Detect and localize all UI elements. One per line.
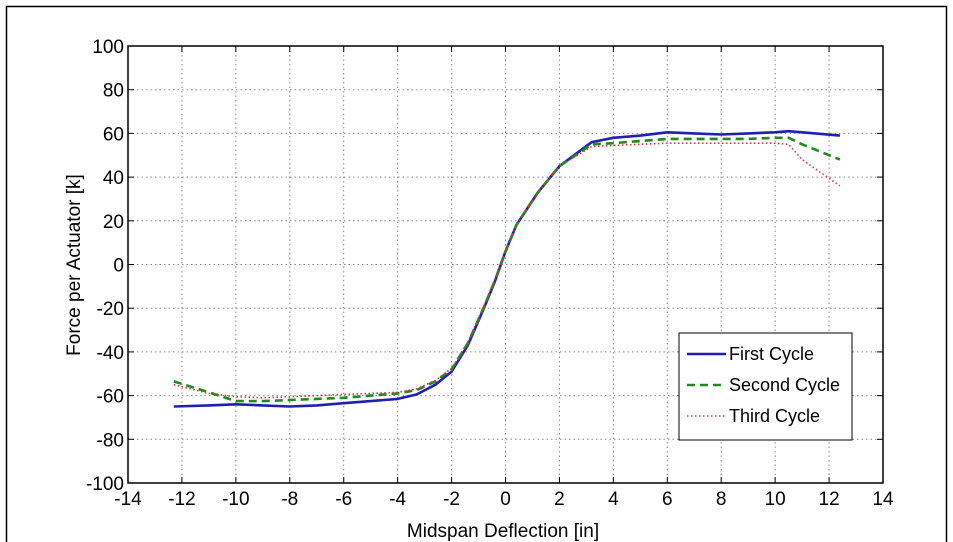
y-tick-label: 0 [113,256,124,277]
axis-ticks [127,45,884,484]
x-axis-label: Midspan Deflection [in] [407,521,599,542]
y-tick-label: 20 [103,212,124,233]
grid-lines [128,46,883,483]
series-line-1 [173,129,841,408]
y-tick-label: 60 [103,124,124,145]
x-tick-label: -14 [114,489,142,510]
x-tick-label: -2 [443,489,460,510]
y-tick-label: -40 [97,343,124,364]
y-tick-label: 80 [103,81,124,102]
legend-box [678,332,853,441]
series-line-2 [173,136,841,403]
x-tick-label: -4 [389,489,406,510]
x-tick-label: 12 [819,489,840,510]
legend-label-1: First Cycle [729,344,814,364]
y-tick-label: -20 [97,299,124,320]
x-tick-label: -10 [222,489,249,510]
x-tick-label: 8 [716,489,727,510]
legend-label-3: Third Cycle [729,406,820,426]
x-tick-label: 6 [662,489,673,510]
y-tick-label: 40 [103,168,124,189]
y-tick-label: -80 [97,430,124,451]
y-tick-label: 100 [92,37,124,58]
x-tick-label: 2 [554,489,565,510]
x-tick-label: 10 [765,489,786,510]
tick-labels: -14 -12 -10 -8 -6 -4 -2 0 2 4 6 8 10 12 14-100-80-60-4… [86,37,894,510]
legend-label-2: Second Cycle [729,375,840,395]
x-tick-label: -12 [168,489,195,510]
y-tick-label: -100 [86,474,124,495]
series-lines [173,129,841,408]
y-tick-label: -60 [97,387,124,408]
figure-border [5,5,948,542]
x-tick-label: -8 [281,489,298,510]
x-tick-label: 4 [608,489,619,510]
x-tick-label: 14 [872,489,894,510]
legend: First Cycle Second Cycle Third Cycle [678,332,853,441]
x-tick-label: 0 [500,489,511,510]
y-axis-label: Force per Actuator [k] [64,174,85,356]
x-tick-label: -6 [335,489,352,510]
